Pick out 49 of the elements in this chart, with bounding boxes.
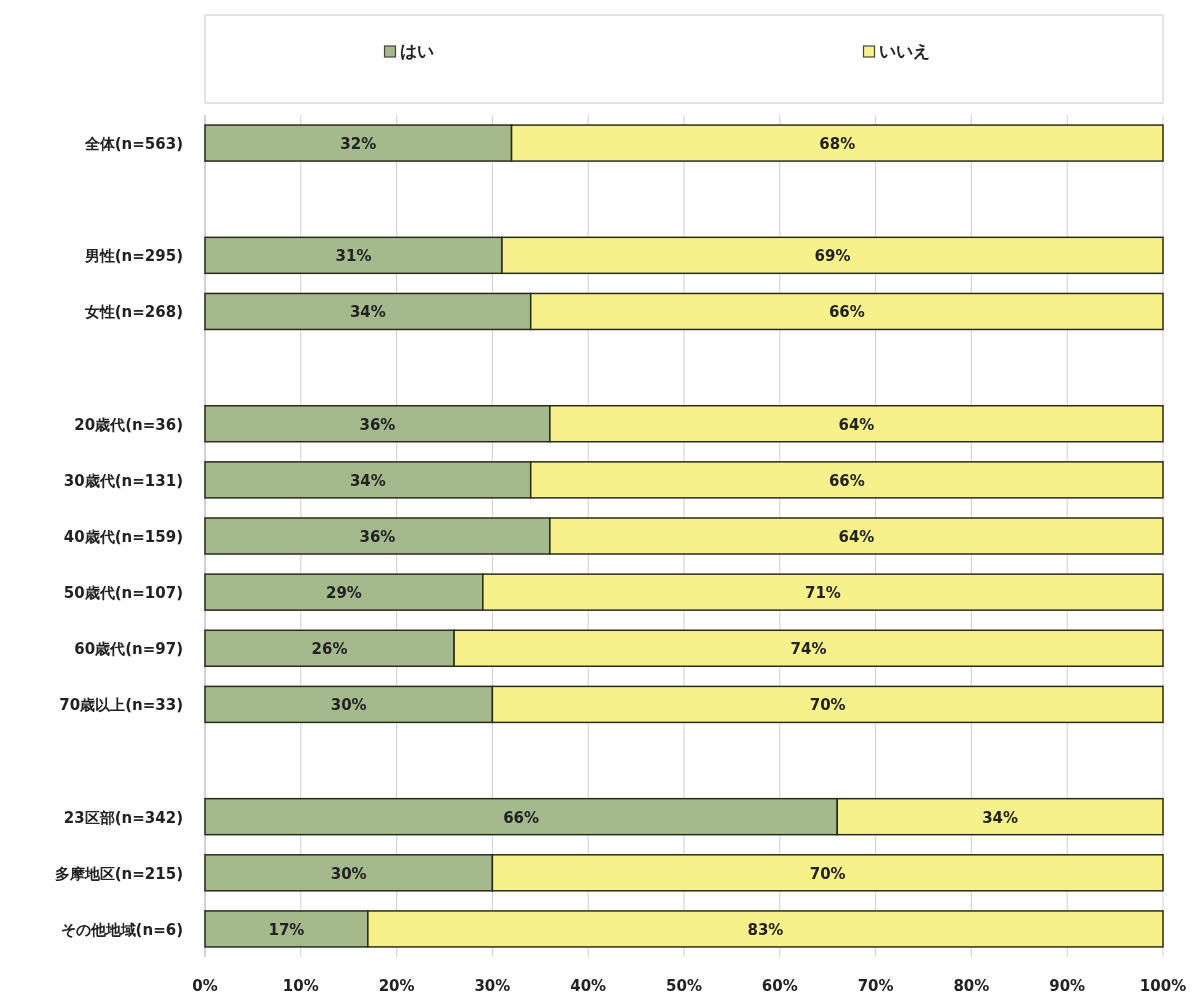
data-label: 64% <box>838 415 875 434</box>
data-label: 74% <box>790 640 827 659</box>
data-label: 30% <box>330 696 367 715</box>
y-tick-label: 23区部(n=342) <box>63 808 183 827</box>
x-tick-label: 60% <box>761 977 798 995</box>
y-tick-label: 60歳代(n=97) <box>74 640 183 659</box>
data-label: 36% <box>359 415 396 434</box>
x-tick-label: 20% <box>378 977 415 995</box>
y-tick-label: 全体(n=563) <box>83 135 183 154</box>
x-tick-label: 50% <box>666 977 702 995</box>
data-label: 34% <box>982 808 1019 827</box>
data-label: 64% <box>838 528 875 546</box>
y-tick-label: 多摩地区(n=215) <box>54 864 183 883</box>
data-label: 29% <box>325 584 362 603</box>
data-label: 34% <box>349 471 386 490</box>
x-tick-label: 100% <box>1139 977 1187 995</box>
y-tick-label: 女性(n=268) <box>83 303 183 322</box>
data-label: 70% <box>809 864 846 883</box>
x-tick-label: 80% <box>953 977 990 995</box>
data-label: 66% <box>828 471 865 490</box>
data-label: 34% <box>349 303 386 322</box>
data-label: 70% <box>809 696 846 715</box>
y-tick-label: 男性(n=295) <box>83 247 183 266</box>
y-tick-label: 40歳代(n=159) <box>63 528 183 546</box>
data-label: 69% <box>814 247 851 266</box>
y-tick-label: 70歳以上(n=33) <box>59 696 183 715</box>
legend-label: はい <box>399 41 434 61</box>
y-tick-label: 20歳代(n=36) <box>74 415 183 434</box>
x-tick-label: 70% <box>857 977 894 995</box>
data-label: 83% <box>747 920 784 939</box>
x-tick-label: 90% <box>1049 977 1086 995</box>
data-label: 66% <box>828 303 865 322</box>
data-label: 36% <box>359 528 396 546</box>
x-tick-label: 40% <box>570 977 607 995</box>
y-tick-label: 30歳代(n=131) <box>63 471 183 490</box>
data-label: 66% <box>503 808 540 827</box>
x-tick-label: 0% <box>192 977 218 995</box>
data-label: 17% <box>268 920 305 939</box>
data-label: 30% <box>330 864 367 883</box>
data-label: 26% <box>311 640 348 659</box>
y-tick-label: 50歳代(n=107) <box>63 584 183 603</box>
data-label: 68% <box>819 135 856 154</box>
x-tick-label: 10% <box>282 977 319 995</box>
x-tick-label: 30% <box>474 977 511 995</box>
data-label: 32% <box>340 135 377 154</box>
y-tick-label: その他地域(n=6) <box>60 920 183 939</box>
data-label: 31% <box>335 247 372 266</box>
legend-label: いいえ <box>878 41 930 61</box>
data-label: 71% <box>804 584 841 603</box>
